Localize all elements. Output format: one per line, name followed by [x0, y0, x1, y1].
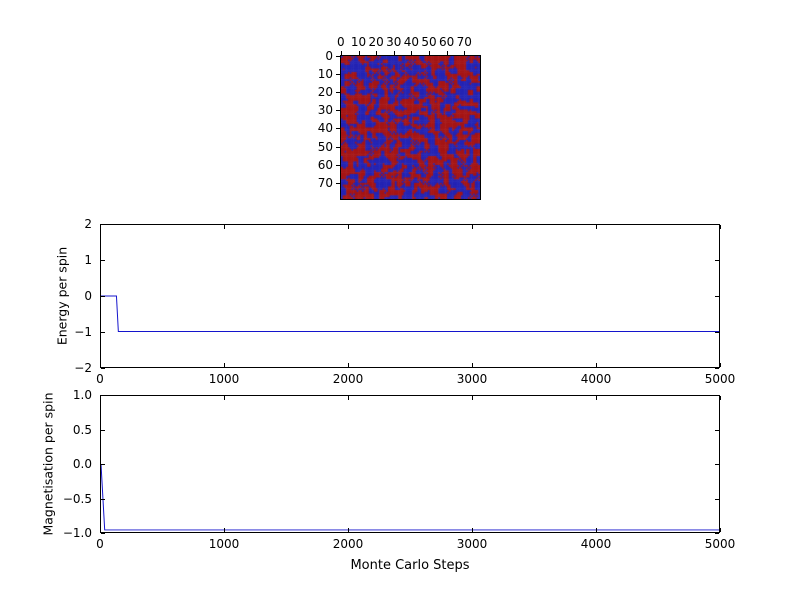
energy-x-tick-mark	[720, 225, 721, 229]
lattice-y-tick-label: 40	[317, 121, 333, 136]
energy-x-tick-mark	[720, 363, 721, 367]
magnetisation-y-tick-label: 0.0	[72, 457, 92, 471]
x-axis-label: Monte Carlo Steps	[350, 558, 470, 573]
energy-y-tick-mark	[715, 368, 719, 369]
energy-x-tick-label: 2000	[332, 372, 364, 386]
energy-y-axis-label: Energy per spin	[54, 246, 70, 346]
energy-series-line	[101, 295, 719, 332]
energy-line-chart	[101, 295, 719, 332]
energy-x-tick-label: 0	[96, 372, 104, 386]
energy-subplot	[100, 224, 720, 368]
energy-y-tick-label: −1	[74, 325, 92, 339]
energy-x-tick-label: 4000	[580, 372, 612, 386]
magnetisation-x-tick-mark	[720, 528, 721, 532]
lattice-x-tick-label: 10	[350, 35, 367, 49]
lattice-x-tick-label: 30	[386, 35, 402, 49]
lattice-y-tick-label: 60	[317, 157, 333, 172]
magnetisation-x-tick-label: 2000	[332, 537, 364, 551]
magnetisation-x-tick-label: 0	[96, 537, 104, 551]
magnetisation-x-tick-label: 5000	[704, 537, 736, 551]
energy-x-tick-label: 3000	[456, 372, 488, 386]
lattice-x-tick-label: 50	[421, 35, 437, 49]
lattice-x-tick-label: 0	[337, 35, 345, 49]
lattice-y-tick-label: 0	[325, 48, 333, 63]
magnetisation-y-tick-label: 1.0	[72, 388, 92, 402]
spin-lattice-subplot	[340, 55, 481, 200]
magnetisation-y-tick-label: −0.5	[62, 491, 92, 506]
magnetisation-series-line	[101, 463, 719, 531]
energy-y-tick-label: 1	[84, 253, 92, 267]
spin-lattice-heatmap	[341, 56, 480, 199]
energy-y-tick-mark	[101, 368, 105, 369]
magnetisation-y-axis-label: Magnetisation per spin	[40, 392, 56, 536]
lattice-y-tick-label: 70	[317, 175, 333, 190]
magnetisation-line-chart	[101, 463, 719, 531]
lattice-x-tick-label: 70	[456, 35, 472, 49]
energy-y-tick-label: 2	[84, 217, 92, 231]
magnetisation-subplot	[100, 395, 720, 533]
magnetisation-x-tick-label: 3000	[456, 537, 488, 551]
lattice-x-tick-label: 40	[403, 35, 420, 49]
energy-x-tick-label: 5000	[704, 372, 736, 386]
lattice-x-tick-label: 60	[438, 35, 455, 49]
lattice-y-tick-label: 30	[317, 103, 333, 118]
lattice-y-tick-label: 10	[317, 67, 333, 82]
energy-y-tick-label: 0	[84, 289, 92, 303]
magnetisation-y-tick-label: 0.5	[72, 422, 92, 437]
energy-x-tick-label: 1000	[208, 372, 240, 386]
energy-y-tick-label: −2	[74, 361, 92, 375]
lattice-y-tick-label: 50	[317, 139, 333, 154]
magnetisation-y-tick-label: −1.0	[62, 526, 92, 540]
magnetisation-y-tick-mark	[101, 533, 105, 534]
magnetisation-x-tick-label: 4000	[580, 537, 612, 551]
lattice-y-tick-label: 20	[317, 85, 333, 100]
magnetisation-y-tick-mark	[715, 533, 719, 534]
magnetisation-x-tick-label: 1000	[208, 537, 240, 551]
magnetisation-x-tick-mark	[720, 396, 721, 400]
lattice-x-tick-label: 20	[368, 35, 384, 49]
